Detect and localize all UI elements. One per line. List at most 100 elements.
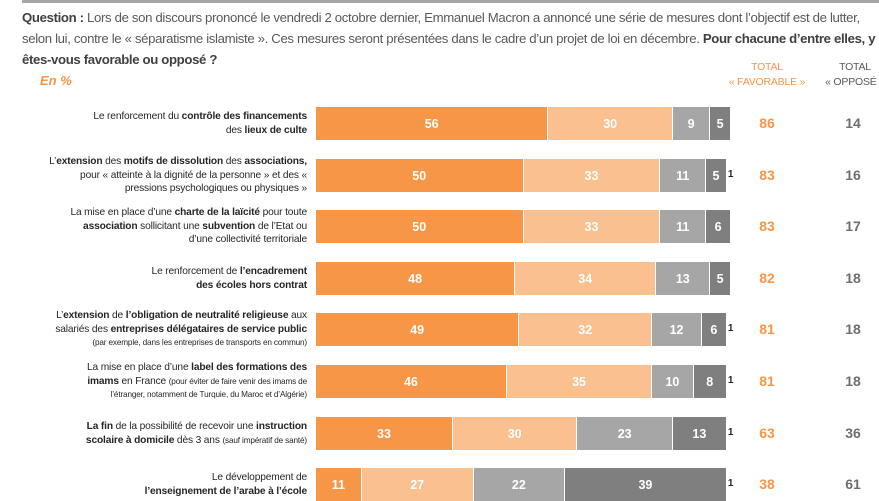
total-oppose-value: 18 — [845, 270, 861, 286]
total-favorable-value: 81 — [759, 321, 775, 337]
label-segment: associations, — [244, 156, 307, 168]
label-segment: Le renforcement du — [93, 111, 182, 122]
label-segment: label des formations des — [191, 362, 307, 374]
label-segment: l’enseignement de l’arabe à l’école — [144, 485, 308, 497]
total-favorable-value: 83 — [759, 218, 775, 234]
label-segment: Le renforcement de — [151, 266, 240, 277]
label-segment: l’encadrement — [239, 266, 307, 277]
bar-segment-plutot-favorable: 33 — [523, 210, 661, 243]
bar-segment-tres-favorable: 50 — [316, 210, 524, 243]
label-segment: en France — [118, 375, 169, 387]
label-segment: salariés des — [55, 323, 111, 335]
label-line: Le développement de — [7, 471, 307, 485]
total-oppose-value: 61 — [845, 476, 861, 492]
label-segment: des — [102, 156, 124, 168]
total-favorable-value: 83 — [759, 167, 775, 183]
bar-segment-plutot-oppose: 13 — [656, 262, 711, 295]
total-oppose-value: 18 — [845, 373, 861, 389]
header-line: TOTAL — [751, 61, 783, 73]
unit-label: En % — [40, 73, 72, 88]
total-oppose-value: 18 — [845, 321, 861, 337]
label-line: d’une collectivité territoriale — [7, 233, 307, 247]
no-answer-label: 1 — [727, 427, 734, 438]
bar-segment-plutot-favorable: 34 — [515, 262, 657, 295]
total-oppose-value: 14 — [845, 115, 861, 131]
bar-segment-plutot-favorable: 30 — [548, 107, 673, 140]
bar-segment-tres-favorable: 48 — [316, 262, 516, 295]
label-segment: des — [225, 124, 245, 136]
label-segment: de l’Etat ou — [255, 220, 307, 232]
label-line: scolaire à domicile dès 3 ans (sauf impé… — [7, 434, 307, 448]
question-emphasis: Pour chacune d’entre elles, y êtes-vous … — [22, 31, 876, 67]
question-label: Question : — [22, 10, 84, 25]
bar-segment-plutot-oppose: 11 — [660, 210, 707, 243]
label-segment: lieux de culte — [244, 124, 308, 136]
label-segment: imams — [87, 375, 119, 387]
bar-segment-tres-oppose: 5 — [710, 107, 731, 140]
bar-segment-plutot-oppose: 10 — [652, 365, 694, 398]
label-segment: des écoles hors contrat — [196, 279, 307, 291]
label-segment: extension — [63, 310, 110, 322]
row-label: La fin de la possibilité de recevoir une… — [7, 420, 307, 447]
label-segment: des — [223, 156, 245, 168]
label-segment: entreprises délégataires de service publ… — [110, 323, 308, 335]
label-segment: sollicitant une — [137, 220, 203, 232]
label-segment: pour « atteinte à la dignité de la perso… — [80, 169, 307, 181]
bar-segment-tres-favorable: 46 — [316, 365, 507, 398]
total-oppose-header: TOTAL « OPPOSÉ » — [815, 60, 879, 90]
label-segment: pour toute — [259, 207, 308, 219]
label-line: l’étranger, notamment de Turquie, du Mar… — [7, 388, 308, 402]
bar-segment-tres-favorable: 33 — [316, 417, 453, 450]
bar-segment-plutot-oppose: 11 — [660, 159, 707, 192]
label-segment: contrôle des financements — [181, 111, 307, 122]
question-text: Question : Lors de son discours prononcé… — [22, 7, 879, 70]
label-segment: instruction — [256, 421, 307, 432]
bar-segment-plutot-oppose: 22 — [473, 468, 565, 501]
label-segment: scolaire à domicile — [85, 434, 175, 446]
bar-segment-tres-oppose: 39 — [565, 468, 727, 501]
total-favorable-value: 38 — [759, 476, 775, 492]
label-segment: de la possibilité de recevoir une — [112, 421, 257, 432]
label-segment: (pour éviter de faire venir des imams de — [168, 376, 307, 386]
label-segment: de — [109, 310, 126, 322]
bar-segment-tres-favorable: 49 — [316, 313, 520, 346]
label-segment: motifs de dissolution — [123, 156, 224, 168]
label-segment: aux — [288, 310, 307, 322]
no-answer-label: 1 — [727, 375, 734, 386]
label-line: des écoles hors contrat — [7, 279, 307, 293]
bar-segment-tres-oppose: 6 — [706, 210, 731, 243]
bar-segment-plutot-favorable: 27 — [361, 468, 474, 501]
total-favorable-value: 82 — [759, 270, 775, 286]
row-label: La mise en place d’une label des formati… — [7, 361, 307, 402]
bar-segment-tres-oppose: 6 — [701, 313, 727, 346]
label-line: imams en France (pour éviter de faire ve… — [7, 375, 307, 389]
bar-segment-tres-favorable: 11 — [316, 468, 362, 501]
bar-segment-tres-oppose: 13 — [672, 417, 727, 450]
bar-segment-plutot-favorable: 35 — [506, 365, 653, 398]
label-segment: (sauf impératif de santé) — [222, 435, 307, 445]
row-label: Le renforcement de l’encadrement des écol… — [7, 265, 308, 293]
label-line: l’enseignement de l’arabe à l’école — [7, 485, 308, 499]
row-label: Le développement de l’enseignement de l’a… — [7, 471, 308, 499]
label-segment: pressions psychologiques ou physiques » — [124, 183, 307, 195]
label-segment: charte de la laïcité — [174, 207, 260, 219]
label-segment: La mise en place d’une — [70, 207, 175, 219]
label-line: Le renforcement de l’encadrement — [7, 265, 308, 279]
total-oppose-value: 16 — [845, 167, 861, 183]
total-oppose-value: 17 — [845, 218, 861, 234]
bar-segment-plutot-oppose: 9 — [672, 107, 711, 140]
label-segment: La mise en place d’une — [86, 362, 192, 374]
row-label: Le renforcement du contrôle des financem… — [7, 110, 307, 137]
label-segment: La fin — [86, 421, 113, 432]
no-answer-label: 1 — [727, 323, 734, 334]
bar-segment-tres-favorable: 50 — [316, 159, 524, 192]
label-line: (par exemple, dans les entreprises de tr… — [7, 336, 307, 350]
label-segment: (par exemple, dans les entreprises de tr… — [92, 338, 307, 348]
label-line: L’extension des motifs de dissolution de… — [7, 155, 307, 169]
bar-segment-plutot-favorable: 30 — [452, 417, 578, 450]
header-line: TOTAL — [839, 61, 871, 73]
label-line: La fin de la possibilité de recevoir une… — [7, 420, 308, 434]
label-line: La mise en place d’une charte de la laïc… — [7, 206, 307, 220]
top-rule — [22, 0, 879, 3]
header-line: « FAVORABLE » — [728, 76, 806, 88]
